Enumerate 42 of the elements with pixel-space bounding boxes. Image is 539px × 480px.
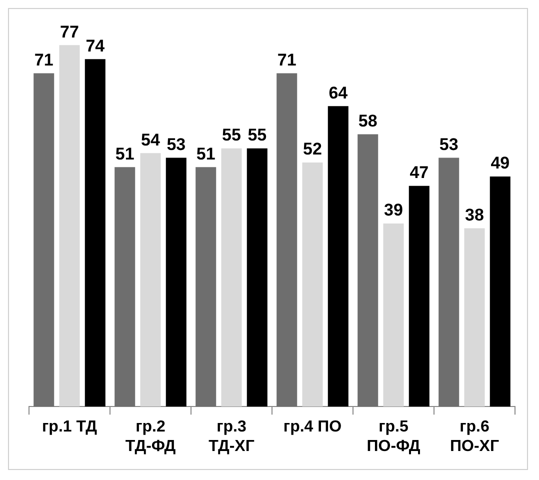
data-label: 55 (222, 126, 241, 145)
data-label: 52 (303, 140, 322, 159)
data-label: 39 (384, 200, 403, 220)
data-label: 71 (277, 50, 296, 70)
data-label: 51 (115, 144, 134, 164)
bar (84, 59, 106, 407)
data-label: 74 (86, 36, 106, 56)
data-label: 47 (410, 163, 429, 182)
bar (328, 106, 348, 407)
data-label: 38 (465, 205, 484, 224)
data-label: 49 (490, 154, 510, 173)
bar (464, 228, 485, 407)
x-tick-label: гр.6 ПО-ХГ (450, 418, 500, 455)
bar (358, 134, 378, 407)
data-label: 51 (196, 144, 216, 164)
bar (276, 73, 298, 407)
x-tick-label: гр.5 ПО-ФД (366, 418, 421, 455)
data-label: 58 (358, 111, 378, 130)
bar (34, 73, 54, 407)
x-tick-label: гр.3 ТД-ХГ (208, 418, 254, 455)
data-label: 53 (439, 134, 458, 154)
data-label: 53 (166, 134, 186, 154)
data-label: 64 (328, 83, 348, 102)
bar (438, 158, 460, 407)
bar (408, 186, 430, 407)
x-tick-label: гр.2 ТД-ФД (125, 418, 176, 455)
data-label: 77 (60, 22, 79, 42)
bar (196, 167, 216, 407)
bar (114, 167, 136, 407)
bar (490, 176, 510, 407)
bar (383, 223, 404, 407)
data-label: 71 (34, 50, 54, 70)
x-tick-label: гр.4 ПО (283, 418, 342, 436)
data-label: 55 (248, 126, 267, 145)
bar (140, 153, 161, 407)
bar (246, 148, 268, 407)
bar (59, 45, 80, 407)
bar (221, 148, 242, 407)
x-tick-label: гр.1 ТД (42, 418, 98, 436)
data-label: 54 (141, 130, 160, 150)
bar (302, 162, 323, 407)
bar (166, 158, 186, 407)
